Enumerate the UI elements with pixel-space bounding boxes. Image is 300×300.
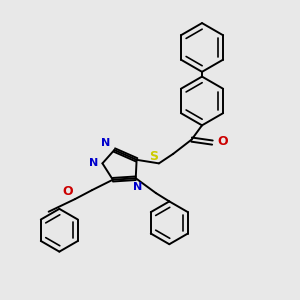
Text: O: O <box>63 185 73 198</box>
Text: N: N <box>101 138 110 148</box>
Text: N: N <box>89 158 98 168</box>
Text: N: N <box>133 182 142 192</box>
Text: O: O <box>218 136 228 148</box>
Text: S: S <box>149 150 158 163</box>
